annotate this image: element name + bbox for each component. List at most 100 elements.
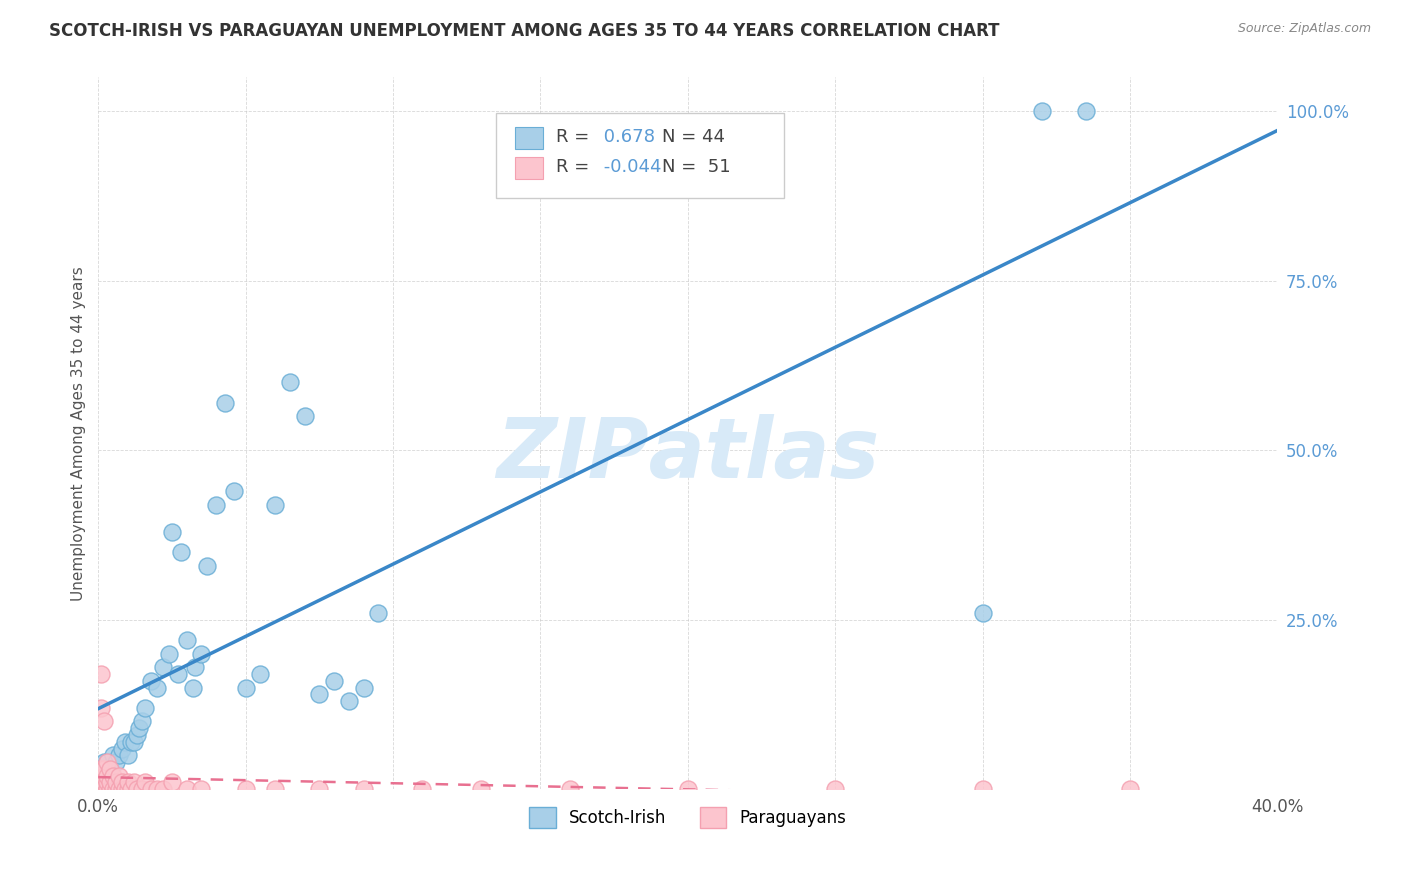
Point xyxy=(98,762,121,776)
Point xyxy=(96,755,118,769)
Point xyxy=(160,775,183,789)
Point xyxy=(93,714,115,729)
Point xyxy=(114,782,136,797)
Point xyxy=(104,775,127,789)
Point xyxy=(1074,104,1097,119)
Point xyxy=(90,667,112,681)
Point xyxy=(294,409,316,424)
Point xyxy=(353,782,375,797)
Point xyxy=(111,775,134,789)
Point xyxy=(90,762,112,776)
Legend: Scotch-Irish, Paraguayans: Scotch-Irish, Paraguayans xyxy=(523,801,853,834)
Point xyxy=(205,498,228,512)
Point xyxy=(134,701,156,715)
Point xyxy=(122,775,145,789)
Point xyxy=(120,735,142,749)
Text: SCOTCH-IRISH VS PARAGUAYAN UNEMPLOYMENT AMONG AGES 35 TO 44 YEARS CORRELATION CH: SCOTCH-IRISH VS PARAGUAYAN UNEMPLOYMENT … xyxy=(49,22,1000,40)
Point xyxy=(101,782,124,797)
Point xyxy=(249,667,271,681)
Point xyxy=(222,483,245,498)
Point xyxy=(117,748,139,763)
Point xyxy=(114,735,136,749)
Point xyxy=(235,681,257,695)
Point xyxy=(141,782,163,797)
Point xyxy=(235,782,257,797)
Text: N =  51: N = 51 xyxy=(662,158,730,177)
Point xyxy=(184,660,207,674)
Point xyxy=(108,748,131,763)
Point xyxy=(1031,104,1053,119)
Point xyxy=(264,498,287,512)
Point xyxy=(90,775,112,789)
Point xyxy=(353,681,375,695)
Point xyxy=(93,762,115,776)
Point xyxy=(190,782,212,797)
Point xyxy=(141,673,163,688)
Point xyxy=(166,667,188,681)
Point xyxy=(308,687,330,701)
Point xyxy=(90,782,112,797)
Point xyxy=(93,769,115,783)
Point xyxy=(98,775,121,789)
Point xyxy=(93,775,115,789)
Point xyxy=(264,782,287,797)
Text: ZIP​atlas: ZIP​atlas xyxy=(496,414,880,495)
Point xyxy=(157,647,180,661)
Point xyxy=(108,769,131,783)
Point xyxy=(134,775,156,789)
Point xyxy=(195,558,218,573)
Text: Source: ZipAtlas.com: Source: ZipAtlas.com xyxy=(1237,22,1371,36)
Point xyxy=(101,748,124,763)
Point xyxy=(131,782,153,797)
Y-axis label: Unemployment Among Ages 35 to 44 years: Unemployment Among Ages 35 to 44 years xyxy=(72,266,86,600)
Text: N = 44: N = 44 xyxy=(662,128,724,146)
Text: -0.044: -0.044 xyxy=(599,158,662,177)
Point xyxy=(1119,782,1142,797)
Point xyxy=(122,735,145,749)
Point xyxy=(411,782,433,797)
Point xyxy=(824,782,846,797)
Point xyxy=(111,741,134,756)
Text: R =: R = xyxy=(557,158,589,177)
Point xyxy=(90,701,112,715)
Point xyxy=(96,782,118,797)
Point xyxy=(278,376,301,390)
Point xyxy=(181,681,204,695)
Point xyxy=(160,524,183,539)
Point xyxy=(337,694,360,708)
Point xyxy=(90,769,112,783)
Point xyxy=(972,606,994,620)
Point xyxy=(176,633,198,648)
Text: 0.678: 0.678 xyxy=(599,128,655,146)
Point xyxy=(152,660,174,674)
Point xyxy=(128,721,150,735)
Point xyxy=(190,647,212,661)
Point xyxy=(120,782,142,797)
Point xyxy=(676,782,699,797)
Point xyxy=(214,396,236,410)
Point xyxy=(367,606,389,620)
Point xyxy=(125,782,148,797)
Point xyxy=(125,728,148,742)
Point xyxy=(104,755,127,769)
Point xyxy=(152,782,174,797)
Point xyxy=(111,782,134,797)
Point xyxy=(323,673,346,688)
Point xyxy=(98,782,121,797)
Point xyxy=(558,782,581,797)
Point xyxy=(98,762,121,776)
Point xyxy=(108,782,131,797)
Point xyxy=(146,681,169,695)
Point xyxy=(101,769,124,783)
Point xyxy=(93,755,115,769)
Point xyxy=(96,769,118,783)
Point xyxy=(96,755,118,769)
Point xyxy=(146,782,169,797)
Point xyxy=(972,782,994,797)
Point xyxy=(93,782,115,797)
Text: R =: R = xyxy=(557,128,589,146)
Point xyxy=(117,775,139,789)
Point xyxy=(104,782,127,797)
Point xyxy=(176,782,198,797)
Point xyxy=(90,762,112,776)
